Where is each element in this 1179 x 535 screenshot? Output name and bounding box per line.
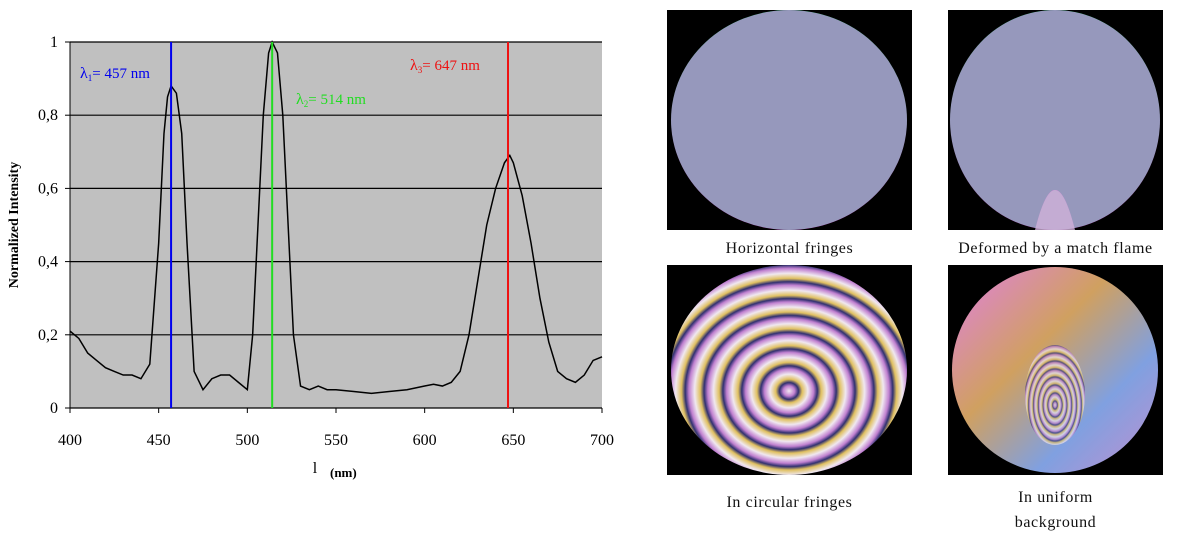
x-tick-label: 500 [235,432,259,449]
caption: Deformed by a match flame [958,240,1153,257]
photo-detail [1025,345,1085,445]
x-tick-label: 700 [590,432,614,449]
marker-value: = 647 nm [422,58,480,74]
y-tick-label: 1 [50,34,58,51]
caption: Horizontal fringes [725,240,854,257]
marker-value: = 457 nm [92,66,150,82]
photo-detail [1035,190,1075,230]
y-tick-label: 0 [50,400,58,417]
y-tick-label: 0,8 [38,107,58,124]
photo [671,10,907,230]
photos [667,10,1163,475]
caption: In circular fringes [726,494,853,511]
marker-value: = 514 nm [308,92,366,108]
x-axis-unit: (nm) [330,465,357,480]
marker-label: λ2= 514 nm [296,91,366,109]
marker-label: λ3= 647 nm [410,57,480,75]
caption: In uniform background [1014,489,1097,531]
y-tick-label: 0,2 [38,327,58,344]
x-tick-label: 550 [324,432,348,449]
x-tick-label: 400 [58,432,82,449]
y-tick-label: 0,4 [38,254,58,271]
chart: Normalized Intensity l (nm) 0 0,2 0,4 0,6 0,… [7,34,614,480]
photo [671,265,907,475]
marker-symbol: λ [80,65,88,82]
x-tick-label: 600 [413,432,437,449]
marker-symbol: λ [296,91,304,108]
marker-symbol: λ [410,57,418,74]
x-tick-label: 650 [501,432,525,449]
x-tick-label: 450 [147,432,171,449]
photo [950,10,1160,230]
marker-sub: 1 [88,73,93,83]
y-tick-label: 0,6 [38,180,58,197]
spectrum-line [69,39,603,395]
marker-sub: 2 [304,99,309,109]
marker-sub: 3 [418,65,423,75]
marker-label: λ1= 457 nm [80,65,150,83]
x-axis-label: l [313,460,318,477]
y-axis-label: Normalized Intensity [7,162,22,288]
plot-area [70,42,602,408]
